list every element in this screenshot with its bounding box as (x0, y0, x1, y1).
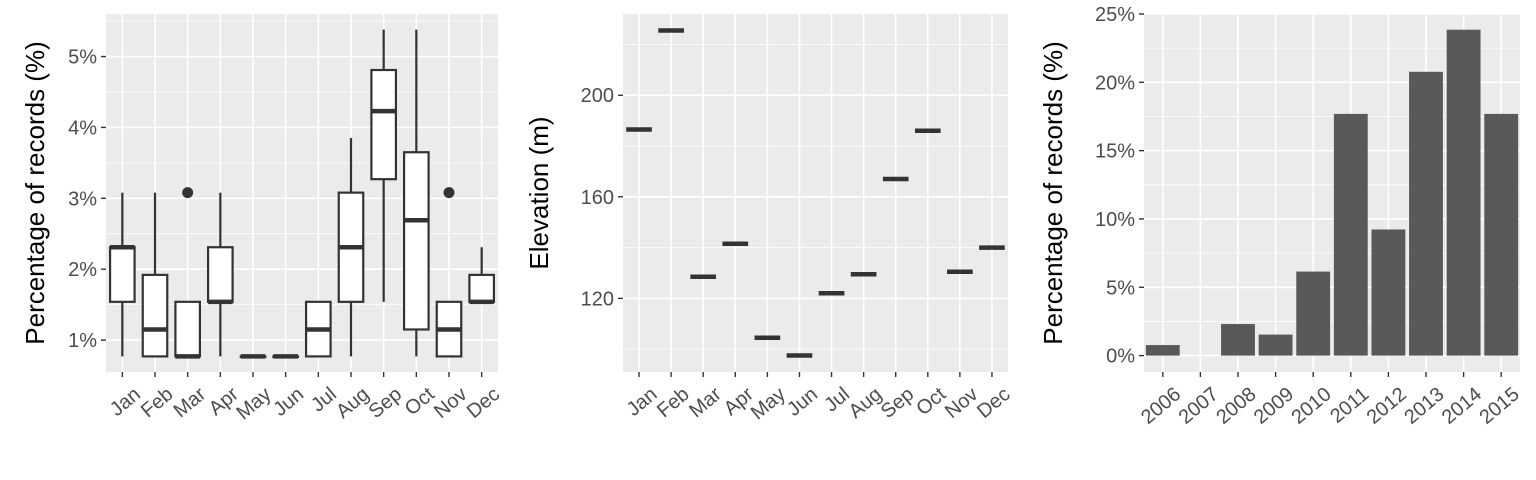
y-tick-label: 1% (68, 330, 97, 352)
monthly-percentage-boxplot: 1%2%3%4%5%JanFebMarAprMayJunJulAugSepOct… (20, 14, 504, 424)
y-tick-label: 15% (1095, 141, 1135, 163)
box-oct (402, 151, 430, 331)
x-tick-label: 2008 (1212, 383, 1260, 428)
y-tick-label: 25% (1095, 4, 1135, 26)
y-tick-label: 4% (68, 117, 97, 139)
y-tick-label: 120 (581, 288, 614, 310)
box-feb (141, 273, 169, 358)
y-axis-title: Elevation (m) (524, 116, 554, 269)
bar-2012 (1371, 229, 1406, 356)
box-sep (370, 68, 398, 181)
x-tick-label: 2015 (1475, 383, 1523, 428)
x-tick-label: Jan (106, 383, 145, 421)
box-jan (108, 246, 136, 303)
y-tick-label: 200 (581, 85, 614, 107)
bar-2011 (1333, 113, 1368, 356)
x-tick-label: 2009 (1250, 383, 1298, 428)
plot-background (106, 14, 498, 372)
box-apr (206, 246, 234, 303)
y-tick-label: 160 (581, 187, 614, 209)
x-tick-label: 2007 (1175, 383, 1223, 428)
bar-2013 (1409, 71, 1443, 356)
outlier-point (182, 187, 194, 199)
x-tick-label: 2013 (1400, 383, 1448, 428)
bar-2010 (1296, 271, 1331, 356)
y-tick-label: 20% (1095, 72, 1135, 94)
y-tick-label: 10% (1095, 209, 1135, 231)
box-mar (174, 300, 202, 358)
x-tick-label: 2006 (1137, 383, 1185, 428)
y-tick-label: 2% (68, 259, 97, 281)
bar-2009 (1258, 334, 1293, 356)
bar-2014 (1446, 29, 1481, 356)
bar-2006 (1145, 345, 1180, 356)
x-tick-label: Jun (269, 383, 308, 421)
y-tick-label: 3% (68, 188, 97, 210)
x-tick-label: 2010 (1287, 383, 1335, 428)
x-tick-label: Oct (912, 383, 950, 420)
x-tick-label: Dec (973, 383, 1014, 423)
box-dec (468, 273, 496, 303)
y-axis-title: Percentage of records (%) (1038, 41, 1068, 344)
y-tick-label: 0% (1106, 346, 1135, 368)
x-tick-label: Oct (401, 383, 439, 420)
outlier-point (443, 187, 455, 199)
yearly-percentage-bar-chart: 0% 5% 10% 15% 20% 25% 200620072008200920102011… (1038, 4, 1524, 429)
y-tick-label: 5% (68, 47, 97, 69)
monthly-elevation-chart: 120160200JanFebMarAprMayJunJulAugSepOctN… (524, 14, 1014, 424)
bar-2008 (1221, 324, 1255, 356)
y-axis-title: Percentage of records (%) (20, 41, 50, 344)
bar-2015 (1484, 113, 1519, 356)
x-tick-label: Dec (463, 383, 504, 423)
x-tick-label: 2011 (1326, 383, 1373, 428)
plot-background (623, 14, 1008, 372)
y-tick-label: 5% (1106, 277, 1135, 299)
x-tick-label: Jun (783, 383, 822, 421)
x-tick-label: 2014 (1438, 383, 1486, 428)
x-tick-label: 2012 (1363, 383, 1411, 428)
